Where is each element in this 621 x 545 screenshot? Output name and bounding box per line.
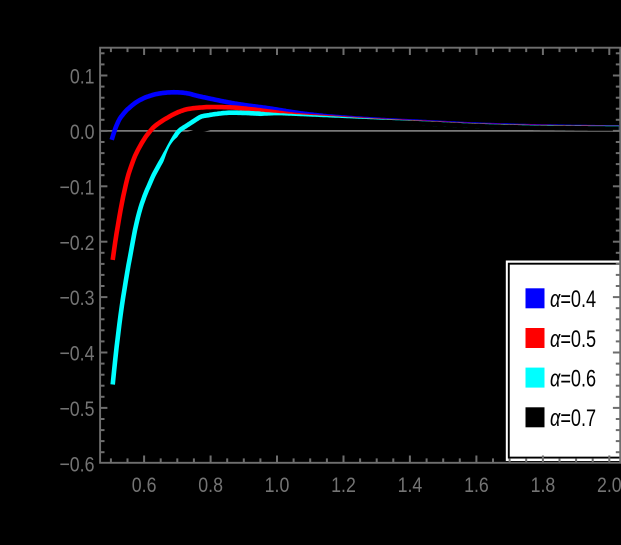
svg-text:1.2: 1.2 <box>331 474 356 498</box>
svg-text:0.0: 0.0 <box>70 121 95 145</box>
svg-text:2.0: 2.0 <box>597 474 621 498</box>
svg-text:−0.5: −0.5 <box>59 398 94 422</box>
svg-text:α=0.5: α=0.5 <box>550 324 596 352</box>
svg-text:0.8: 0.8 <box>198 474 223 498</box>
svg-text:1.8: 1.8 <box>531 474 556 498</box>
svg-text:α=0.6: α=0.6 <box>550 364 596 392</box>
svg-text:1.0: 1.0 <box>265 474 290 498</box>
svg-text:0.6: 0.6 <box>132 474 157 498</box>
svg-text:1.6: 1.6 <box>464 474 489 498</box>
svg-text:0.1: 0.1 <box>70 65 95 89</box>
svg-text:−0.4: −0.4 <box>59 342 94 366</box>
svg-text:−0.1: −0.1 <box>59 176 94 200</box>
svg-text:−0.3: −0.3 <box>59 287 94 311</box>
svg-text:α=0.4: α=0.4 <box>550 284 596 312</box>
svg-text:1.4: 1.4 <box>398 474 423 498</box>
svg-text:−0.2: −0.2 <box>59 231 94 255</box>
svg-text:α=0.7: α=0.7 <box>550 403 596 431</box>
svg-text:−0.6: −0.6 <box>59 453 94 477</box>
